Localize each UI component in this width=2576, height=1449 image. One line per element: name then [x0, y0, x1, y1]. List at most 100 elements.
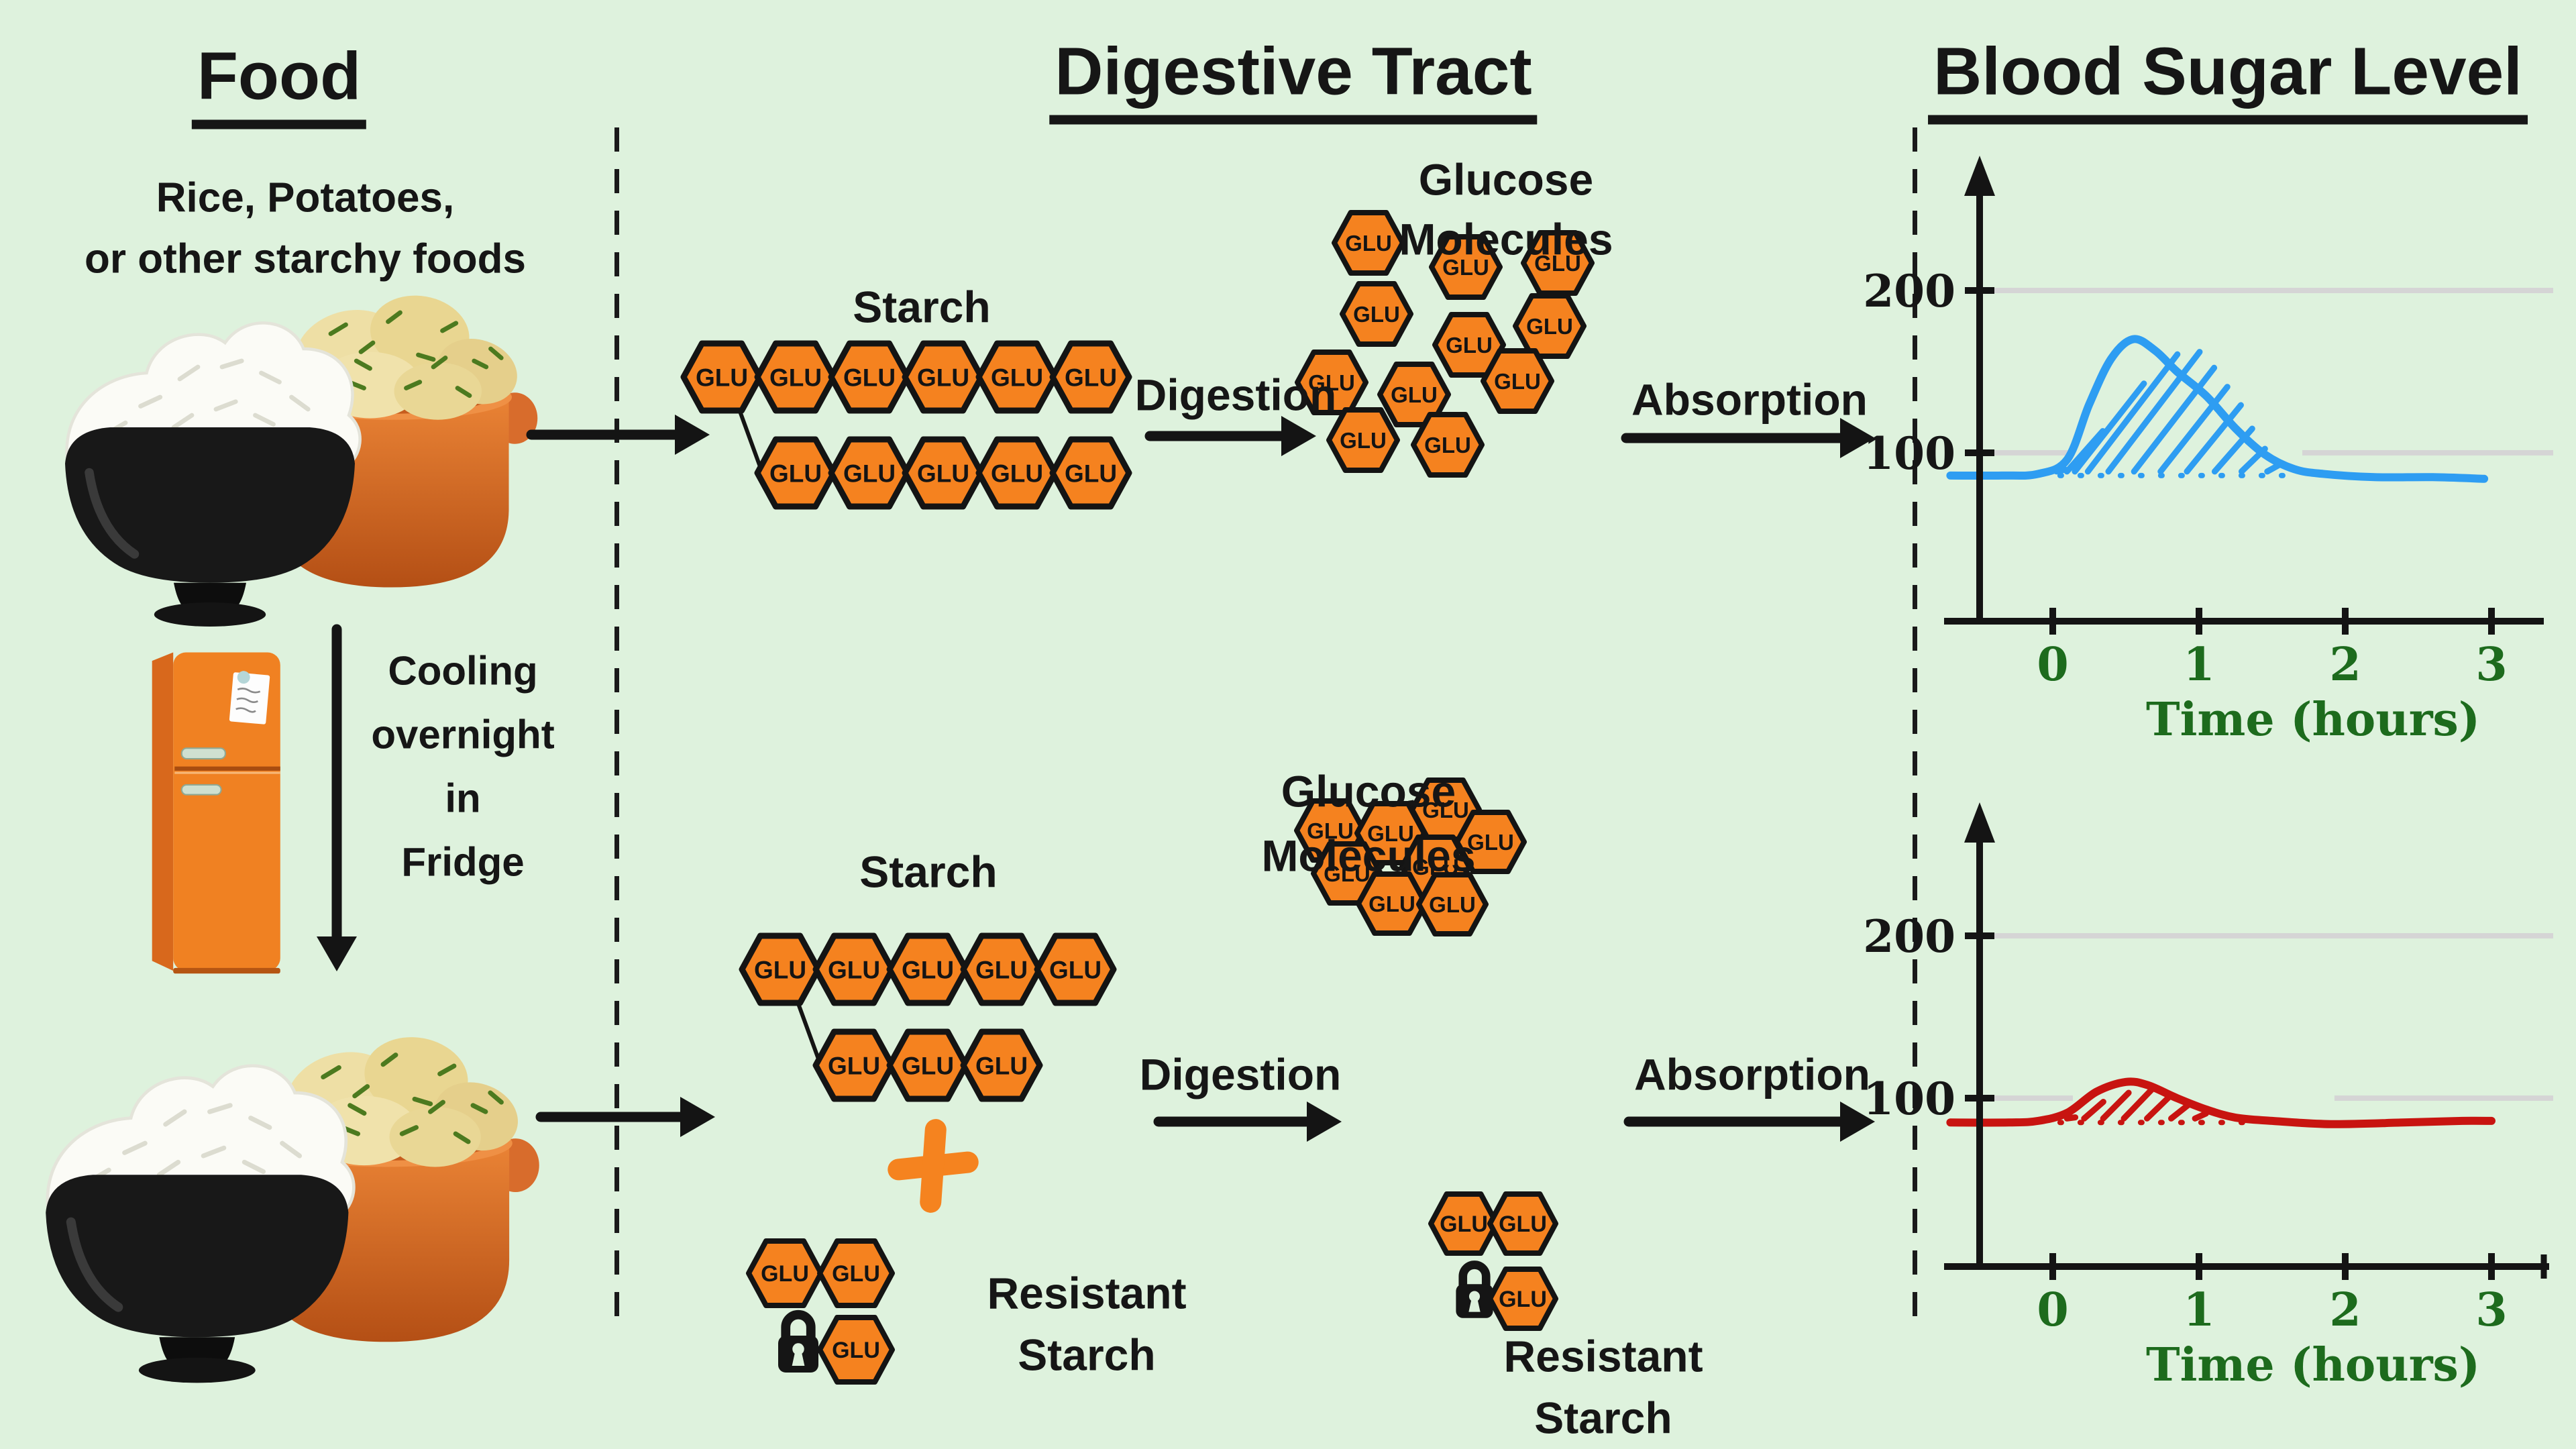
starch-chain-bottom: GLU GLU GLU GLU GLU GLU GLU GLU	[739, 932, 1117, 1102]
glu-label: GLU	[1391, 382, 1438, 407]
glu-label: GLU	[1467, 830, 1514, 855]
arrow-absorption-bottom	[1623, 1102, 1875, 1142]
glu-hexagon	[1454, 810, 1527, 874]
lock-icon	[778, 1309, 818, 1373]
digestion-label-top: Digestion	[1134, 370, 1337, 420]
glu-label: GLU	[769, 460, 822, 487]
y-axis-arrowhead	[1964, 156, 1995, 196]
arrow-digestion-bottom	[1153, 1102, 1342, 1142]
glucose-title-bottom-line2: Molecules	[1261, 830, 1476, 881]
arrow-cooled-food-to-starch	[535, 1097, 715, 1137]
glu-hexagon	[1432, 312, 1506, 378]
glu-label: GLU	[696, 364, 748, 391]
starch-chain-top: GLU GLU GLU GLU GLU GLU GLU GLU GLU GLU GLU	[680, 340, 1132, 510]
column-header-food: Food	[191, 41, 367, 129]
glu-label: GLU	[1429, 892, 1476, 917]
glu-label: GLU	[1065, 460, 1117, 487]
hatch-line	[2084, 351, 2181, 475]
hatch-line	[2063, 428, 2106, 475]
chart-text: 200	[1863, 265, 1955, 317]
hatch-line	[2184, 402, 2244, 475]
column-header-digestive-tract: Digestive Tract	[1049, 36, 1538, 125]
glu-label: GLU	[843, 460, 896, 487]
glu-label: GLU	[832, 1261, 880, 1287]
glu-label: GLU	[917, 460, 969, 487]
hatch-line	[2143, 1092, 2174, 1122]
food-photo-bottom	[46, 1037, 539, 1383]
food-subtitle-line1: Rice, Potatoes,	[156, 174, 455, 221]
resistant-starch-cluster-left: GLU GLU GLU	[746, 1238, 895, 1385]
glu-label: GLU	[1065, 364, 1117, 391]
chart-text: Time (hours)	[2146, 1338, 2480, 1392]
resistant-starch-left-label-line1: Resistant	[987, 1268, 1187, 1318]
chart-text: Time (hours)	[2146, 693, 2480, 747]
blood-sugar-curve	[1946, 335, 2489, 483]
glu-label: GLU	[828, 956, 880, 983]
arrow-digestion-top	[1144, 416, 1316, 456]
glu-label: GLU	[1534, 251, 1581, 276]
glu-label: GLU	[1307, 818, 1354, 843]
glu-hexagon	[1049, 436, 1132, 510]
hatch-line	[2081, 1098, 2106, 1122]
chart-text: 2	[2329, 638, 2361, 692]
glu-label: GLU	[1499, 1212, 1547, 1237]
absorption-label-bottom: Absorption	[1634, 1049, 1870, 1099]
resistant-starch-right-label-line2: Starch	[1534, 1393, 1672, 1443]
glu-label: GLU	[1422, 798, 1469, 822]
resistant-starch-left-label-line2: Starch	[1018, 1330, 1156, 1380]
glu-hexagon	[1332, 210, 1405, 276]
digestion-label-bottom: Digestion	[1139, 1049, 1342, 1099]
absorption-label-top: Absorption	[1631, 374, 1868, 425]
lock-icon	[1456, 1260, 1493, 1318]
chart-text: 1	[2183, 1283, 2214, 1337]
glu-label: GLU	[1526, 314, 1573, 339]
plus-icon	[888, 1119, 979, 1213]
starch-label-top: Starch	[853, 282, 991, 332]
glu-label: GLU	[1442, 255, 1489, 280]
glu-label: GLU	[769, 364, 822, 391]
glu-label: GLU	[1308, 370, 1355, 395]
resistant-starch-right-label-line1: Resistant	[1503, 1331, 1703, 1381]
glu-hexagon	[1049, 340, 1132, 414]
chart-text: 3	[2475, 1283, 2507, 1337]
glu-label: GLU	[1345, 231, 1392, 256]
hatch-line	[2168, 1102, 2192, 1122]
glu-hexagon	[817, 1315, 895, 1385]
cooling-caption-line1: Cooling	[388, 648, 538, 694]
glu-hexagon	[1295, 350, 1368, 415]
arrow-absorption-top	[1621, 418, 1875, 458]
glu-label: GLU	[902, 1052, 954, 1079]
cooling-caption-line2: overnight	[371, 712, 555, 757]
glu-hexagon	[1416, 872, 1489, 936]
blood-sugar-curve	[1946, 1077, 2496, 1128]
glu-hexagon	[1377, 362, 1451, 427]
chart-text: 100	[1863, 427, 1955, 480]
cooling-caption-line3: in	[445, 775, 481, 821]
glu-hexagon	[1034, 932, 1117, 1006]
chart-text: 1	[2183, 638, 2214, 692]
glu-label: GLU	[1049, 956, 1102, 983]
chart-text: 0	[2037, 1283, 2068, 1337]
food-photo-top	[65, 295, 538, 627]
glucose-title-bottom-line1: Glucose	[1281, 766, 1456, 816]
glu-label: GLU	[1324, 861, 1371, 886]
glu-label: GLU	[902, 956, 954, 983]
glu-label: GLU	[761, 1261, 809, 1287]
glu-label: GLU	[975, 956, 1028, 983]
glu-label: GLU	[1368, 892, 1415, 916]
glu-label: GLU	[991, 460, 1043, 487]
chart-text: 200	[1863, 910, 1955, 963]
glu-hexagon	[1429, 234, 1503, 300]
glu-label: GLU	[975, 1052, 1028, 1079]
column-header-blood-sugar: Blood Sugar Level	[1928, 36, 2528, 125]
glu-label: GLU	[843, 364, 896, 391]
hatch-line	[2192, 1110, 2209, 1122]
separator-digestive-blood	[1913, 127, 1917, 1316]
glu-hexagon	[1411, 412, 1485, 478]
